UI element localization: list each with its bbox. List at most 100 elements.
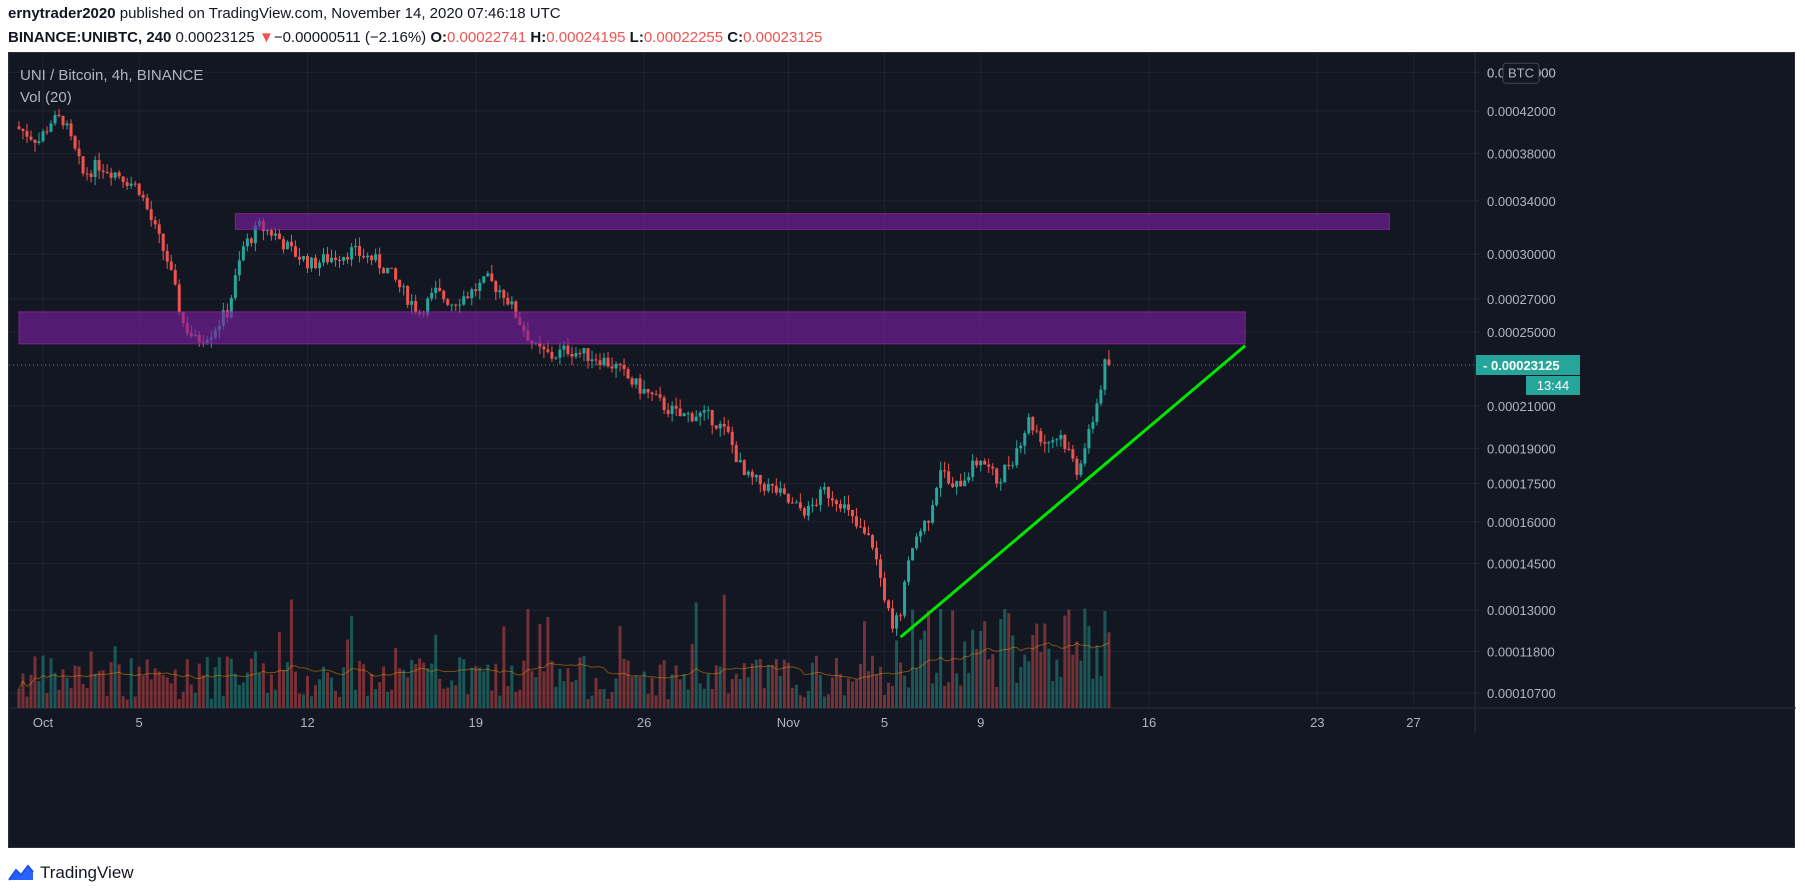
candle-body bbox=[887, 600, 891, 609]
candle-body bbox=[758, 474, 762, 485]
chart-area[interactable]: 0.000460000.000420000.000380000.00034000… bbox=[8, 52, 1796, 849]
candle-body bbox=[602, 357, 606, 365]
candle-body bbox=[566, 345, 570, 354]
candle-body bbox=[1107, 359, 1111, 365]
volume-bar bbox=[265, 692, 269, 708]
volume-bar bbox=[927, 610, 931, 708]
volume-bar bbox=[538, 623, 542, 708]
candle-body bbox=[678, 408, 682, 417]
volume-bar bbox=[121, 696, 125, 708]
low-label: L: bbox=[629, 29, 644, 46]
chart-canvas[interactable]: 0.000460000.000420000.000380000.00034000… bbox=[9, 53, 1796, 849]
volume-bar bbox=[646, 693, 650, 708]
volume-bar bbox=[738, 679, 742, 708]
candle-body bbox=[686, 413, 690, 415]
volume-bar bbox=[490, 690, 494, 708]
time-tick-label: 27 bbox=[1406, 715, 1420, 730]
candle-body bbox=[983, 460, 987, 465]
volume-bar bbox=[297, 693, 301, 708]
candle-body bbox=[674, 405, 678, 409]
candle-body bbox=[830, 498, 834, 501]
price-change: −0.00000511 (−2.16%) bbox=[273, 29, 427, 46]
volume-bar bbox=[185, 659, 189, 708]
candle-body bbox=[742, 460, 746, 475]
volume-bar bbox=[947, 682, 951, 708]
candle-body bbox=[334, 257, 338, 261]
candle-body bbox=[814, 504, 818, 506]
candle-body bbox=[866, 533, 870, 536]
volume-bar bbox=[69, 688, 73, 708]
volume-bar bbox=[442, 688, 446, 708]
volume-bar bbox=[1039, 652, 1043, 708]
volume-bar bbox=[602, 688, 606, 708]
candle-body bbox=[642, 388, 646, 394]
candle-body bbox=[690, 413, 694, 422]
volume-bar bbox=[526, 609, 530, 708]
countdown-label: 13:44 bbox=[1537, 378, 1570, 393]
volume-bar bbox=[710, 688, 714, 708]
candle-body bbox=[834, 500, 838, 505]
volume-bar bbox=[1055, 659, 1059, 708]
candle-body bbox=[229, 297, 233, 318]
price-tick-label: 0.00010700 bbox=[1487, 686, 1556, 701]
candle-body bbox=[854, 516, 858, 527]
volume-bar bbox=[650, 677, 654, 708]
time-tick-label: Nov bbox=[777, 715, 801, 730]
candle-body bbox=[289, 241, 293, 247]
candle-body bbox=[177, 284, 181, 313]
candle-body bbox=[766, 484, 770, 491]
candle-body bbox=[903, 581, 907, 616]
candle-body bbox=[658, 394, 662, 398]
candle-body bbox=[698, 412, 702, 417]
candle-body bbox=[931, 505, 935, 523]
volume-bar bbox=[201, 675, 205, 708]
candle-body bbox=[662, 397, 666, 411]
candle-body bbox=[927, 520, 931, 523]
volume-bar bbox=[798, 695, 802, 708]
volume-bar bbox=[65, 677, 69, 708]
candle-body bbox=[666, 410, 670, 414]
volume-bar bbox=[117, 664, 121, 708]
volume-bar bbox=[871, 655, 874, 708]
volume-bar bbox=[233, 673, 237, 708]
candle-body bbox=[858, 526, 862, 528]
candle-body bbox=[586, 348, 590, 362]
candle-body bbox=[390, 267, 394, 269]
volume-bar bbox=[1099, 676, 1103, 708]
candle-body bbox=[1087, 428, 1091, 449]
volume-bar bbox=[1019, 667, 1023, 708]
volume-bar bbox=[983, 621, 987, 708]
author-name[interactable]: ernytrader2020 bbox=[8, 5, 116, 22]
candle-body bbox=[486, 273, 490, 277]
candle-body bbox=[253, 225, 257, 244]
volume-bar bbox=[546, 617, 550, 708]
candle-body bbox=[145, 197, 149, 210]
volume-bar bbox=[766, 665, 770, 708]
volume-bar bbox=[999, 619, 1003, 708]
volume-bar bbox=[221, 696, 225, 708]
candle-body bbox=[386, 267, 390, 274]
volume-bar bbox=[1091, 678, 1095, 708]
candle-body bbox=[1023, 433, 1027, 446]
candle-body bbox=[338, 260, 342, 262]
volume-bar bbox=[49, 658, 53, 708]
volume-bar bbox=[782, 659, 786, 708]
tradingview-brand[interactable]: TradingView bbox=[40, 863, 134, 882]
candle-body bbox=[1019, 445, 1023, 449]
volume-bar bbox=[638, 676, 642, 708]
volume-bar bbox=[879, 666, 883, 708]
time-tick-label: 5 bbox=[136, 715, 143, 730]
volume-bar bbox=[61, 669, 65, 708]
candle-body bbox=[1039, 431, 1043, 443]
volume-bar bbox=[858, 663, 862, 708]
volume-bar bbox=[634, 675, 638, 708]
candle-body bbox=[93, 160, 97, 178]
volume-bar bbox=[682, 674, 686, 708]
volume-bar bbox=[462, 659, 466, 708]
candle-body bbox=[1015, 448, 1019, 466]
candle-body bbox=[149, 209, 153, 221]
candle-body bbox=[398, 279, 402, 288]
candle-body bbox=[506, 297, 510, 305]
price-axis: 0.000460000.000420000.000380000.00034000… bbox=[1475, 62, 1556, 701]
volume-bar bbox=[943, 685, 947, 708]
